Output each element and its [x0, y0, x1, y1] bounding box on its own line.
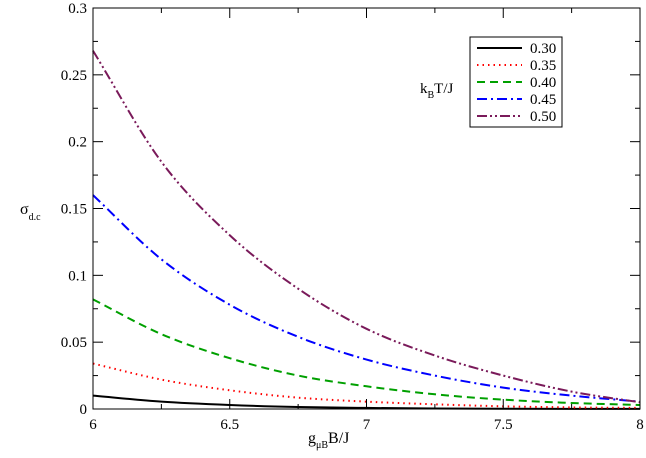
legend-label-0.45: 0.45: [530, 92, 556, 108]
y-tick-label-0: 0: [80, 402, 88, 418]
x-axis-title-main1: g: [308, 430, 316, 447]
x-tick-label-0: 6: [89, 417, 97, 433]
x-tick-label-4: 8: [636, 417, 644, 433]
legend-label-0.40: 0.40: [530, 75, 556, 91]
x-axis-title-sub1: μ: [316, 440, 321, 451]
legend-entries: 0.300.350.400.450.50: [477, 41, 556, 125]
legend-label-0.30: 0.30: [530, 41, 556, 57]
y-axis-title-main: σ: [20, 201, 29, 218]
x-tick-label-1: 6.5: [220, 417, 239, 433]
legend-title-main2: T/J: [434, 81, 453, 97]
x-tick-label-2: 7: [363, 417, 371, 433]
y-axis-title-sub: d.c: [29, 212, 42, 223]
legend-label-0.50: 0.50: [530, 109, 556, 125]
y-tick-label-5: 0.25: [61, 68, 87, 84]
tick-layer: 6 6.5 7 7.5 8 0 0.05 0.1 0.15 0.2 0.25 0.3: [61, 1, 644, 433]
y-tick-label-3: 0.15: [61, 202, 87, 218]
legend-title-sub: B: [428, 90, 435, 101]
y-tick-label-1: 0.05: [61, 335, 87, 351]
legend: 0.300.350.400.450.50 kBT/J: [420, 36, 563, 128]
x-axis-title-main2: B/J: [328, 430, 349, 447]
series-line-0.45: [92, 194, 641, 403]
x-axis-title-sub1b: B: [321, 440, 328, 451]
legend-label-0.35: 0.35: [530, 58, 556, 74]
x-tick-label-3: 7.5: [494, 417, 513, 433]
y-axis-title: σd.c: [20, 201, 41, 223]
x-axis-title: gμBB/J: [308, 430, 349, 451]
series-line-0.40: [92, 298, 641, 406]
legend-title: kBT/J: [420, 81, 454, 101]
y-tick-label-2: 0.1: [68, 268, 87, 284]
y-tick-label-4: 0.2: [68, 135, 87, 151]
series-line-0.50: [92, 50, 641, 404]
y-tick-label-6: 0.3: [68, 1, 87, 17]
legend-title-main1: k: [420, 81, 428, 97]
